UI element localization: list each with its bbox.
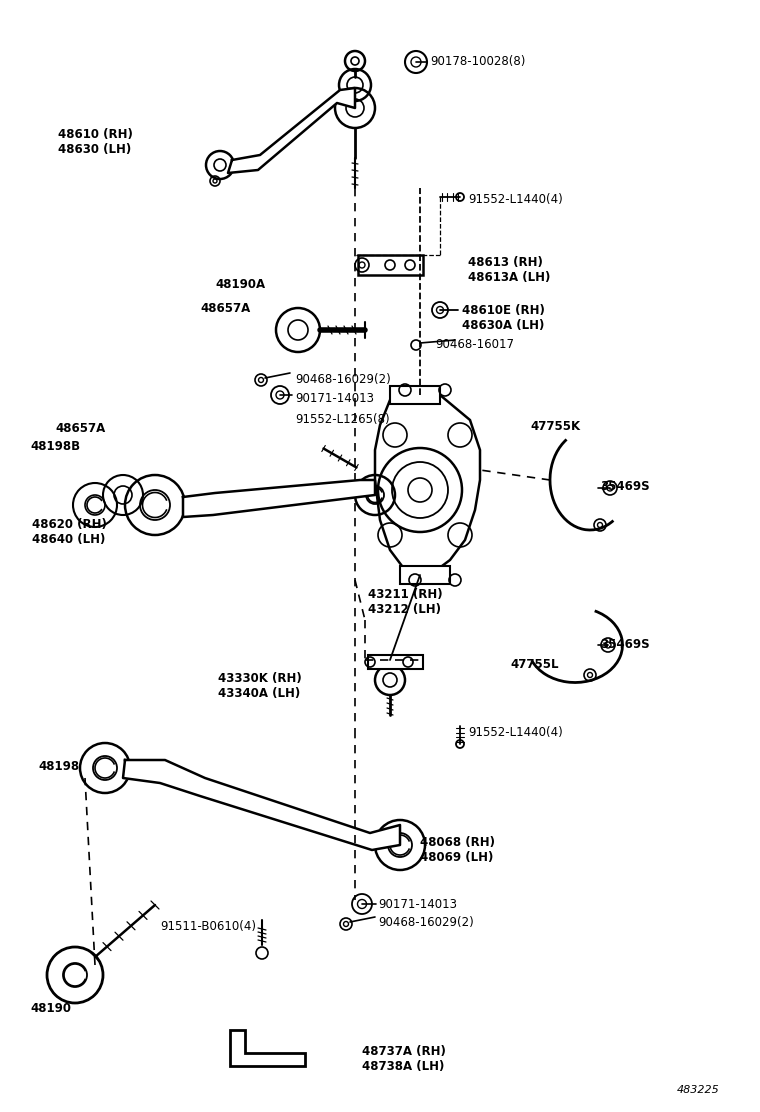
Text: 48613A (LH): 48613A (LH)	[468, 271, 550, 284]
Text: 90171-14013: 90171-14013	[378, 898, 457, 911]
Polygon shape	[183, 480, 375, 517]
Text: 48640 (LH): 48640 (LH)	[32, 533, 106, 546]
Text: 47755K: 47755K	[530, 420, 580, 433]
Text: 35469S: 35469S	[600, 480, 650, 493]
Text: 48620 (RH): 48620 (RH)	[32, 518, 107, 532]
Bar	[368, 655, 423, 669]
Text: 43212 (LH): 43212 (LH)	[368, 603, 441, 616]
Bar	[390, 386, 440, 404]
Text: 43340A (LH): 43340A (LH)	[218, 687, 300, 699]
Text: 48630A (LH): 48630A (LH)	[462, 319, 544, 332]
Text: 483225: 483225	[677, 1085, 720, 1095]
Text: 90468-16029(2): 90468-16029(2)	[295, 373, 391, 386]
Text: 35469S: 35469S	[600, 638, 650, 651]
Text: 48657A: 48657A	[200, 302, 250, 315]
Text: 48738A (LH): 48738A (LH)	[362, 1060, 445, 1073]
Polygon shape	[228, 88, 355, 173]
Bar	[357, 255, 423, 275]
Text: 90178-10028(8): 90178-10028(8)	[430, 54, 525, 68]
Text: 91552-L1440(4): 91552-L1440(4)	[468, 193, 562, 206]
Polygon shape	[230, 1030, 305, 1066]
Text: 48613 (RH): 48613 (RH)	[468, 256, 543, 269]
Text: 43211 (RH): 43211 (RH)	[368, 588, 442, 600]
Text: 90468-16017: 90468-16017	[435, 338, 514, 351]
Text: 48610E (RH): 48610E (RH)	[462, 304, 545, 317]
Text: 48190A: 48190A	[215, 278, 265, 291]
Text: 48737A (RH): 48737A (RH)	[362, 1045, 446, 1058]
Polygon shape	[123, 759, 400, 850]
Text: 48190: 48190	[30, 1002, 71, 1015]
Text: 48198B: 48198B	[30, 440, 80, 453]
Text: 91552-L1440(4): 91552-L1440(4)	[468, 726, 562, 739]
Text: 91552-L1265(8): 91552-L1265(8)	[295, 413, 390, 426]
Text: 48068 (RH): 48068 (RH)	[420, 836, 495, 848]
Text: 48610 (RH): 48610 (RH)	[58, 128, 133, 141]
Text: 90171-14013: 90171-14013	[295, 393, 374, 405]
Bar	[400, 566, 450, 584]
Text: 48069 (LH): 48069 (LH)	[420, 851, 493, 864]
Text: 91511-B0610(4): 91511-B0610(4)	[160, 920, 256, 933]
Polygon shape	[375, 395, 480, 575]
Text: 48198: 48198	[38, 759, 79, 773]
Text: 90468-16029(2): 90468-16029(2)	[378, 916, 473, 929]
Text: 48657A: 48657A	[55, 421, 105, 435]
Text: 43330K (RH): 43330K (RH)	[218, 672, 302, 685]
Text: 47755L: 47755L	[510, 658, 559, 671]
Text: 48630 (LH): 48630 (LH)	[58, 143, 131, 156]
